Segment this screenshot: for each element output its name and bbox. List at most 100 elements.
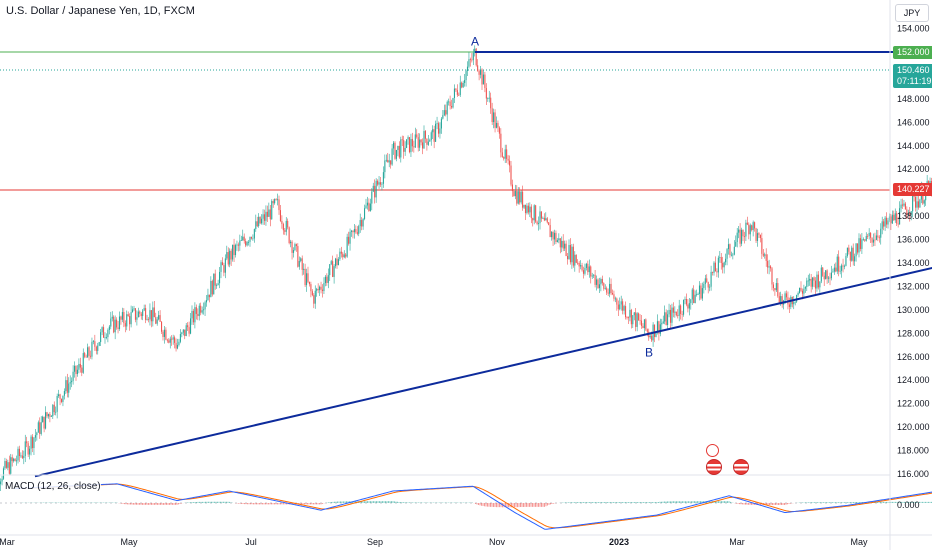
- candle-body: [484, 74, 486, 89]
- candle-body: [883, 221, 885, 227]
- candle-body: [870, 232, 872, 238]
- candle-body: [442, 115, 444, 119]
- candle-body: [339, 251, 341, 260]
- candle-body: [290, 241, 292, 244]
- candle-body: [17, 448, 19, 461]
- candle-body: [842, 265, 844, 267]
- candle-body: [781, 296, 783, 305]
- candle-body: [487, 98, 489, 99]
- candle-body: [572, 246, 574, 266]
- candle-body: [845, 255, 847, 266]
- candle-body: [862, 239, 864, 241]
- candle-body: [91, 341, 93, 357]
- candle-body: [256, 221, 258, 227]
- candle-body: [746, 222, 748, 225]
- x-tick-label: Mar: [729, 537, 745, 547]
- candle-body: [688, 303, 690, 309]
- candle-body: [828, 277, 830, 279]
- candle-body: [53, 404, 55, 413]
- candle-body: [187, 325, 189, 328]
- candle-body: [275, 199, 277, 200]
- candle-body: [868, 232, 870, 237]
- us-flag-event-icon[interactable]: [706, 459, 722, 475]
- candle-body: [404, 147, 406, 152]
- candle-body: [301, 258, 303, 270]
- candle-body: [291, 241, 293, 253]
- candle-body: [433, 129, 435, 142]
- candle-body: [394, 142, 396, 159]
- candle-body: [551, 232, 553, 238]
- candle-body: [49, 414, 51, 417]
- currency-button[interactable]: JPY: [895, 4, 929, 22]
- candle-body: [466, 66, 469, 72]
- candle-body: [730, 254, 732, 256]
- candle-body: [284, 230, 286, 232]
- candle-body: [100, 332, 102, 343]
- candle-body: [814, 280, 817, 289]
- candle-body: [539, 211, 541, 224]
- candle-body: [780, 296, 782, 304]
- countdown: 07:11:19: [897, 76, 932, 86]
- candle-body: [456, 90, 458, 95]
- candle-body: [104, 337, 106, 339]
- candle-body: [408, 137, 411, 153]
- candle-body: [617, 304, 619, 310]
- candle-body: [488, 97, 490, 99]
- candle-body: [52, 404, 54, 417]
- candle-body: [110, 318, 112, 327]
- candle-body: [250, 237, 252, 239]
- ascending-support: [34, 266, 932, 478]
- candle-body: [140, 313, 142, 316]
- candle-body: [353, 229, 355, 233]
- candle-body: [690, 299, 692, 304]
- candle-body: [523, 204, 525, 208]
- candle-body: [623, 306, 625, 311]
- candle-body: [407, 137, 409, 140]
- candle-body: [26, 441, 28, 444]
- macd-legend[interactable]: MACD (12, 26, close): [5, 481, 101, 492]
- candle-body: [742, 229, 744, 237]
- candle-body: [337, 259, 339, 266]
- candle-body: [713, 262, 715, 273]
- candle-body: [852, 247, 854, 262]
- candle-body: [401, 139, 403, 141]
- candle-body: [667, 314, 669, 326]
- candle-body: [361, 220, 363, 227]
- candle-body: [538, 223, 540, 224]
- candle-body: [897, 223, 899, 225]
- candle-body: [891, 214, 893, 224]
- candle-body: [887, 220, 889, 225]
- candle-body: [633, 312, 635, 316]
- candle-body: [282, 224, 284, 231]
- candle-body: [11, 457, 13, 462]
- candle-body: [509, 160, 511, 166]
- candle-body: [75, 365, 77, 375]
- candle-body: [703, 283, 705, 289]
- candle-body: [211, 280, 213, 295]
- candle-body: [632, 315, 634, 325]
- y-tick-label: 136.000: [897, 235, 930, 245]
- candle-body: [33, 437, 35, 449]
- candle-body: [696, 294, 698, 296]
- symbol-title[interactable]: U.S. Dollar / Japanese Yen, 1D, FXCM: [6, 5, 195, 17]
- earnings-event-icon[interactable]: [706, 444, 719, 457]
- candle-body: [311, 291, 313, 296]
- candle-body: [909, 213, 911, 215]
- candle-body: [491, 108, 493, 123]
- candle-body: [846, 247, 848, 256]
- candle-body: [562, 240, 564, 249]
- candle-body: [745, 222, 747, 237]
- candle-body: [826, 270, 828, 279]
- candle-body: [858, 238, 860, 253]
- candle-body: [685, 298, 687, 305]
- candle-body: [263, 214, 266, 221]
- candle-body: [468, 59, 470, 67]
- candle-body: [266, 211, 268, 217]
- candle-body: [204, 302, 206, 310]
- candle-body: [841, 265, 843, 271]
- candle-body: [668, 309, 670, 315]
- us-flag-event-icon-2[interactable]: [733, 459, 749, 475]
- candle-body: [500, 133, 502, 153]
- candle-body: [329, 264, 331, 276]
